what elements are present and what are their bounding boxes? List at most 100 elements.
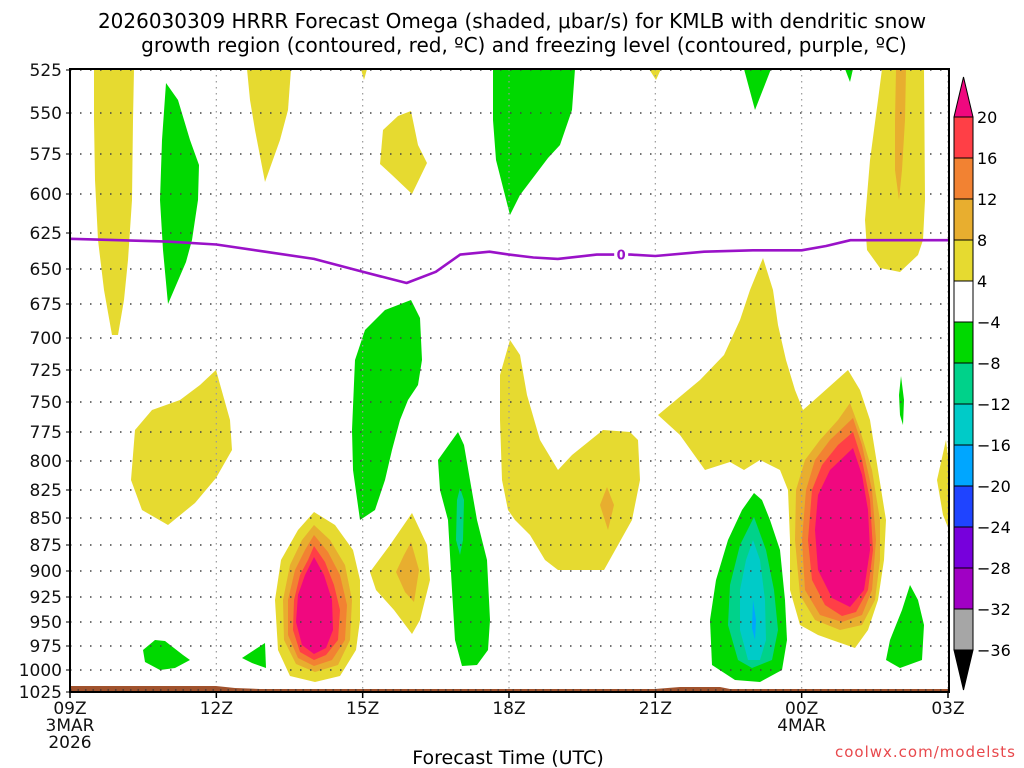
- omega-region-10: [895, 69, 906, 200]
- x-tick-label-18Z: 18Z: [492, 699, 525, 719]
- y-tick-label-1025: 1025: [19, 683, 62, 703]
- colorbar-label-4: 4: [977, 272, 987, 291]
- colorbar-bin--12: [953, 403, 974, 446]
- y-tick-label-850: 850: [30, 509, 62, 529]
- omega-region-4: [380, 111, 427, 194]
- colorbar-bin-16: [953, 157, 974, 200]
- omega-region-14: [600, 487, 614, 530]
- y-tick-label-700: 700: [30, 329, 62, 349]
- y-tick-label-575: 575: [30, 145, 62, 165]
- freezing-level-layer: 0: [70, 237, 948, 285]
- y-axis: 525 550 575 600 625 650 675 700 725 750 775 800 825 8…: [19, 61, 70, 703]
- omega-region-11: [131, 370, 232, 525]
- omega-region-36: [143, 640, 190, 670]
- colorbar-label--16: −16: [977, 436, 1011, 455]
- colorbar-label--20: −20: [977, 477, 1011, 496]
- colorbar-bin--24: [953, 526, 974, 569]
- omega-region-7: [744, 69, 771, 110]
- x-axis-title: Forecast Time (UTC): [412, 747, 603, 768]
- colorbar-over-arrow: [953, 76, 974, 118]
- y-tick-label-950: 950: [30, 613, 62, 633]
- y-tick-label-675: 675: [30, 295, 62, 315]
- y-tick-label-750: 750: [30, 393, 62, 413]
- x-tick-label-00Z: 00Z: [785, 699, 818, 719]
- omega-region-15: [438, 432, 490, 666]
- ground-fill: [70, 686, 949, 692]
- ground-layer: [70, 686, 949, 692]
- y-tick-label-975: 975: [30, 637, 62, 657]
- colorbar-label--24: −24: [977, 518, 1011, 537]
- omega-region-35: [396, 542, 419, 602]
- colorbar-bin--4: [953, 321, 974, 364]
- colorbar-label--28: −28: [977, 559, 1011, 578]
- omega-region-28: [937, 440, 949, 530]
- colorbar-bin--20: [953, 485, 974, 528]
- omega-shading: [94, 69, 949, 682]
- colorbar-label--4: −4: [977, 313, 1001, 332]
- x-tick-year-09Z: 2026: [48, 733, 91, 753]
- colorbar-under-arrow: [953, 649, 974, 691]
- y-tick-label-625: 625: [30, 224, 62, 244]
- omega-region-8: [845, 69, 853, 82]
- y-tick-label-875: 875: [30, 536, 62, 556]
- x-tick-date-09Z: 3MAR: [46, 716, 95, 736]
- y-tick-label-525: 525: [30, 61, 62, 81]
- x-tick-label-21Z: 21Z: [639, 699, 672, 719]
- colorbar-label-20: 20: [977, 108, 997, 127]
- omega-region-21: [815, 448, 870, 607]
- y-tick-label-550: 550: [30, 104, 62, 124]
- y-tick-label-900: 900: [30, 562, 62, 582]
- x-tick-date-00Z: 4MAR: [777, 716, 826, 736]
- colorbar-bin--32: [953, 608, 974, 651]
- omega-region-13: [500, 340, 640, 570]
- x-tick-label-03Z: 03Z: [931, 699, 964, 719]
- omega-region-5: [493, 69, 575, 215]
- x-tick-label-09Z: 09Z: [53, 699, 86, 719]
- omega-region-6: [649, 69, 661, 80]
- omega-region-37: [242, 643, 266, 668]
- colorbar-bin-4: [953, 280, 974, 323]
- colorbar-bin--16: [953, 444, 974, 487]
- y-tick-label-775: 775: [30, 423, 62, 443]
- omega-region-33: [296, 557, 333, 654]
- colorbar-label--36: −36: [977, 641, 1011, 660]
- colorbar-label--12: −12: [977, 395, 1011, 414]
- colorbar-label-12: 12: [977, 190, 997, 209]
- y-tick-label-600: 600: [30, 185, 62, 205]
- freezing-level-line: [70, 237, 948, 285]
- x-tick-label-15Z: 15Z: [346, 699, 379, 719]
- chart-title-line-2: growth region (contoured, red, ºC) and f…: [141, 33, 907, 57]
- x-tick-label-12Z: 12Z: [200, 699, 233, 719]
- y-tick-label-800: 800: [30, 452, 62, 472]
- colorbar-label-8: 8: [977, 231, 987, 250]
- omega-region-3: [361, 69, 367, 80]
- colorbar-bin-8: [953, 239, 974, 282]
- colorbar-label-16: 16: [977, 149, 997, 168]
- y-tick-label-825: 825: [30, 481, 62, 501]
- omega-region-12: [352, 300, 422, 520]
- colorbar-label--8: −8: [977, 354, 1001, 373]
- colorbar-bin-12: [953, 198, 974, 241]
- colorbar-bin-20: [953, 116, 974, 159]
- colorbar: 20 16 12 8 4 −4 −8 −12 −16 −20 −24 −28 −32 −36: [953, 76, 1011, 691]
- omega-region-27: [899, 376, 904, 425]
- omega-region-26: [886, 585, 924, 668]
- omega-region-0: [94, 69, 134, 335]
- omega-region-1: [160, 83, 199, 304]
- freezing-level-label: 0: [617, 249, 626, 264]
- y-tick-label-925: 925: [30, 588, 62, 608]
- omega-region-25: [752, 600, 756, 640]
- omega-region-9: [865, 69, 925, 272]
- y-tick-label-725: 725: [30, 361, 62, 381]
- freezing-level-label-bg: [614, 245, 629, 264]
- colorbar-bin--28: [953, 567, 974, 610]
- colorbar-bin--8: [953, 362, 974, 405]
- chart-title-line-1: 2026030309 HRRR Forecast Omega (shaded, …: [98, 9, 926, 33]
- omega-region-2: [247, 69, 291, 182]
- y-tick-label-650: 650: [30, 260, 62, 280]
- omega-region-16: [456, 488, 464, 555]
- credit-text: coolwx.com/modelsts: [835, 743, 1016, 761]
- colorbar-label--32: −32: [977, 600, 1011, 619]
